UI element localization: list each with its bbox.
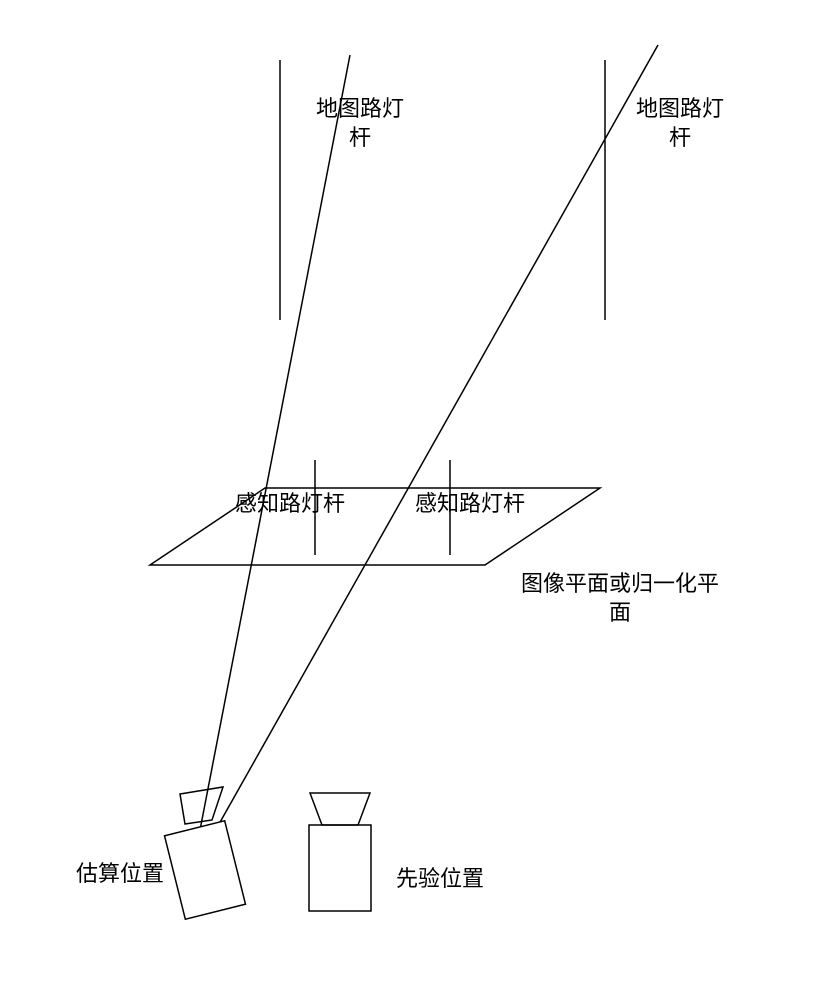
label-image-plane: 图像平面或归一化平 面 (495, 570, 745, 627)
label-est-pos: 估算位置 (60, 860, 180, 889)
label-prior-pos: 先验位置 (380, 865, 500, 894)
label-map-pole-right: 地图路灯 杆 (620, 95, 740, 152)
label-sense-pole-left: 感知路灯杆 (220, 490, 360, 519)
label-sense-pole-right: 感知路灯杆 (400, 490, 540, 519)
label-map-pole-left: 地图路灯 杆 (300, 95, 420, 152)
